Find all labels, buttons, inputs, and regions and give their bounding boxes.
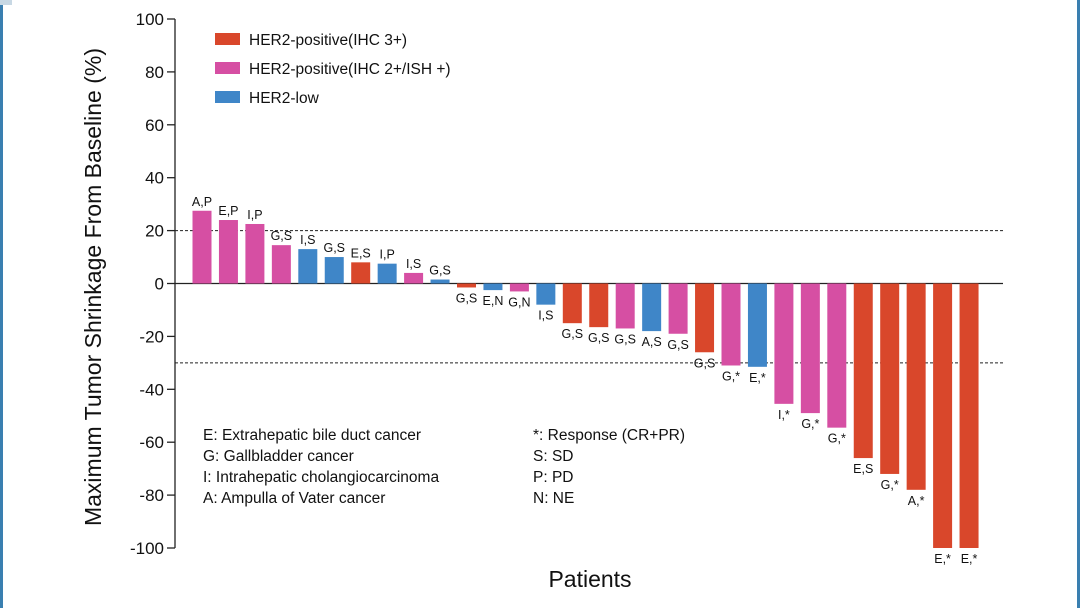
bar: [933, 283, 953, 548]
bar-label: A,P: [192, 195, 212, 209]
y-tick-label: 80: [145, 63, 164, 82]
bar-label: E,P: [218, 204, 238, 218]
bar-label: I,P: [380, 248, 395, 262]
y-tick-label: 40: [145, 169, 164, 188]
abbreviation-key: E: Extrahepatic bile duct cancer G: Gallb…: [203, 427, 685, 507]
y-tick-label: -20: [139, 327, 164, 346]
bar-label: G,S: [562, 327, 584, 341]
bar: [615, 283, 635, 329]
bar: [589, 283, 609, 328]
bar-label: G,S: [614, 332, 636, 346]
bar-label: E,*: [934, 552, 951, 566]
bar-label: A,*: [908, 494, 925, 508]
bar: [800, 283, 820, 414]
legend-label: HER2-low: [249, 90, 320, 107]
bar-label: G,N: [508, 295, 530, 309]
abbreviation-text: *: Response (CR+PR): [533, 427, 685, 444]
bar-label: G,S: [271, 229, 293, 243]
frame-left-border: [0, 0, 3, 608]
bar-label: G,S: [429, 264, 451, 278]
bar: [509, 283, 529, 292]
bar: [457, 283, 476, 288]
legend-swatch: [215, 91, 240, 103]
bar-label: E,S: [853, 462, 873, 476]
bar-label: G,S: [667, 338, 689, 352]
bar-label: I,S: [406, 257, 421, 271]
bar: [642, 283, 662, 332]
bar-label: I,S: [538, 309, 553, 323]
abbreviation-text: A: Ampulla of Vater cancer: [203, 490, 385, 507]
bar-label: E,*: [749, 371, 766, 385]
bar: [430, 279, 450, 284]
y-tick-label: 60: [145, 116, 164, 135]
abbreviation-text: N: NE: [533, 490, 574, 507]
bar: [245, 223, 265, 284]
bar: [192, 210, 212, 284]
legend-label: HER2-positive(IHC 2+/ISH +): [249, 61, 451, 78]
bar: [324, 257, 344, 284]
bar-labels: A,P E,P I,P G,S I,S G,S E,S I,P I,S G,S G,S E,N G,N I…: [192, 195, 978, 566]
bar: [668, 283, 688, 334]
bars: [192, 210, 979, 548]
abbreviation-text: E: Extrahepatic bile duct cancer: [203, 427, 421, 444]
bar-label: G,*: [801, 417, 819, 431]
abbreviation-text: S: SD: [533, 448, 573, 465]
bar-label: G,S: [456, 291, 478, 305]
y-axis-label: Maximum Tumor Shrinkage From Baseline (%…: [80, 48, 106, 526]
bar: [880, 283, 900, 474]
frame-right-border: [1077, 0, 1080, 608]
y-tick-label: -40: [139, 380, 164, 399]
abbreviation-text: G: Gallbladder cancer: [203, 448, 354, 465]
y-tick-label: -100: [130, 539, 164, 558]
bar-label: I,*: [778, 408, 790, 422]
bar: [774, 283, 794, 404]
bar: [562, 283, 582, 324]
bar-label: I,S: [300, 233, 315, 247]
bar: [351, 262, 371, 284]
bar-label: G,*: [881, 478, 899, 492]
y-tick-label: 20: [145, 222, 164, 241]
bar-label: G,S: [588, 331, 610, 345]
corner-mark: [0, 0, 12, 5]
abbreviation-text: P: PD: [533, 469, 573, 486]
legend-swatch: [215, 33, 240, 45]
bar-label: E,S: [351, 246, 371, 260]
bar-label: G,*: [828, 432, 846, 446]
bar: [298, 249, 318, 284]
bar: [536, 283, 556, 305]
bar: [747, 283, 767, 367]
y-tick-label: 100: [136, 10, 164, 29]
bar: [377, 263, 397, 284]
bar-label: G,S: [694, 356, 716, 370]
y-tick-label: 0: [155, 275, 164, 294]
bar-label: E,N: [483, 294, 504, 308]
bar: [695, 283, 715, 353]
bar: [218, 220, 238, 284]
bar-label: A,S: [642, 335, 662, 349]
y-axis: 100 80 60 40 20 0 -20 -40 -60 -80 -100: [130, 10, 176, 558]
bar: [906, 283, 926, 490]
x-axis-label: Patients: [548, 566, 631, 592]
legend-swatch: [215, 62, 240, 74]
bar: [404, 272, 424, 284]
bar-label: I,P: [247, 208, 262, 222]
bar: [959, 283, 979, 548]
y-tick-label: -80: [139, 486, 164, 505]
bar: [827, 283, 847, 428]
bar: [853, 283, 873, 459]
bar: [483, 283, 503, 291]
bar: [271, 245, 291, 284]
y-tick-label: -60: [139, 433, 164, 452]
bar-label: E,*: [961, 552, 978, 566]
bar-label: G,S: [323, 241, 345, 255]
bar: [721, 283, 741, 366]
legend: HER2-positive(IHC 3+) HER2-positive(IHC 2…: [215, 32, 451, 107]
bar-label: G,*: [722, 369, 740, 383]
abbreviation-text: I: Intrahepatic cholangiocarcinoma: [203, 469, 439, 486]
legend-label: HER2-positive(IHC 3+): [249, 32, 407, 49]
